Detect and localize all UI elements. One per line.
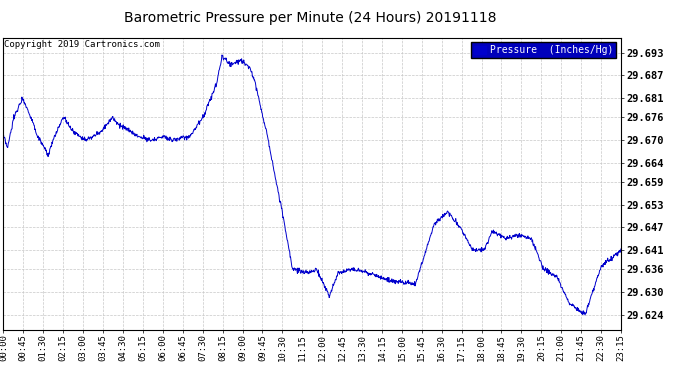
- Legend: Pressure  (Inches/Hg): Pressure (Inches/Hg): [471, 42, 616, 58]
- Text: Barometric Pressure per Minute (24 Hours) 20191118: Barometric Pressure per Minute (24 Hours…: [124, 11, 497, 25]
- Text: Copyright 2019 Cartronics.com: Copyright 2019 Cartronics.com: [4, 40, 160, 50]
